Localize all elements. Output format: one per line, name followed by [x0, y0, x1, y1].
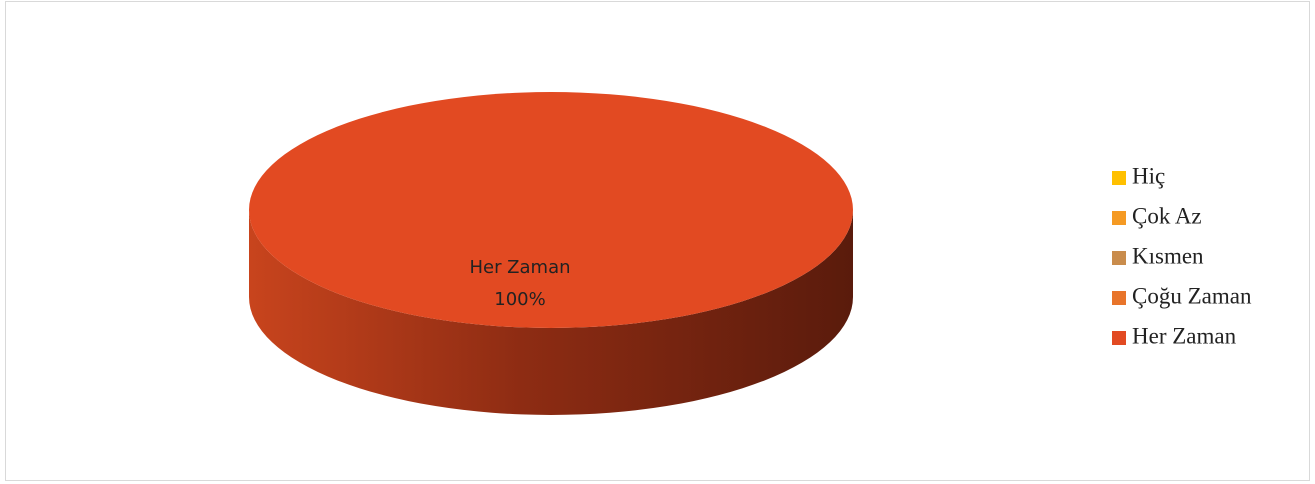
legend-swatch: [1112, 211, 1126, 225]
legend-swatch: [1112, 251, 1126, 265]
data-label-value: 100%: [494, 289, 545, 310]
legend-label: Çoğu Zaman: [1132, 283, 1252, 308]
legend-label: Hiç: [1132, 163, 1165, 188]
legend-label: Kısmen: [1132, 243, 1204, 268]
data-label-category: Her Zaman: [469, 257, 570, 278]
legend-swatch: [1112, 171, 1126, 185]
legend-label: Her Zaman: [1132, 323, 1237, 348]
legend-swatch: [1112, 331, 1126, 345]
legend-swatch: [1112, 291, 1126, 305]
pie-side: [249, 210, 853, 415]
pie-slice: [249, 92, 853, 328]
legend-label: Çok Az: [1132, 203, 1202, 228]
